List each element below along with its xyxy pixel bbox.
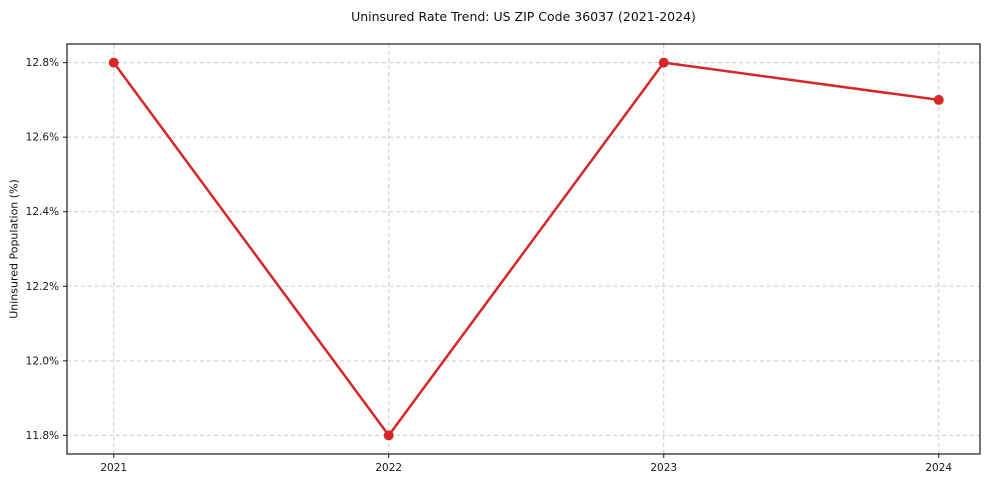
data-point — [108, 57, 119, 68]
y-tick-label: 12.6% — [26, 132, 59, 144]
data-point — [658, 57, 669, 68]
x-tick-label: 2023 — [650, 462, 677, 474]
data-point — [383, 430, 394, 441]
y-tick-label: 12.8% — [26, 57, 59, 69]
x-tick-label: 2021 — [100, 462, 127, 474]
y-axis-label: Uninsured Population (%) — [7, 179, 21, 319]
x-tick-label: 2022 — [375, 462, 402, 474]
y-tick-label: 12.4% — [26, 206, 59, 218]
plot-border — [66, 43, 981, 455]
y-tick-label: 12.0% — [26, 355, 59, 367]
x-tick-label: 2024 — [925, 462, 952, 474]
trend-line — [112, 61, 940, 437]
y-tick-label: 12.2% — [26, 281, 59, 293]
y-tick-label: 11.8% — [26, 430, 59, 442]
chart-title: Uninsured Rate Trend: US ZIP Code 36037 … — [351, 9, 696, 24]
data-point — [933, 94, 944, 105]
